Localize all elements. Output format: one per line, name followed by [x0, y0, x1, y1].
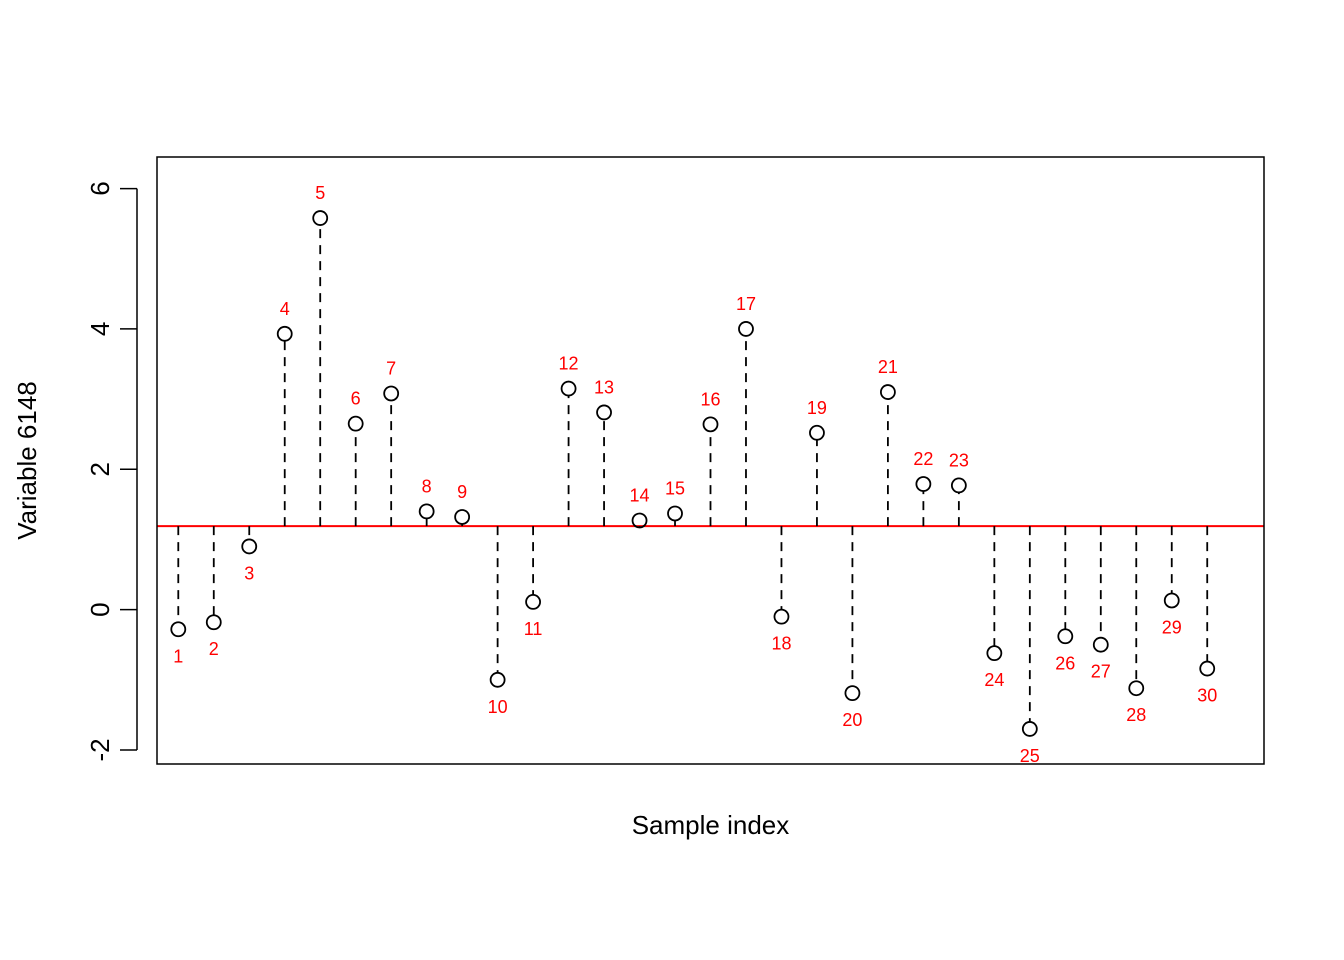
y-tick-label: 4 [85, 322, 115, 336]
point-label: 1 [173, 646, 183, 666]
data-point [631, 512, 648, 529]
point-label: 7 [386, 358, 396, 378]
data-point [1057, 628, 1074, 645]
y-axis: -2 0 2 4 6 [85, 181, 138, 762]
point-label: 11 [524, 619, 543, 639]
point-label: 9 [457, 482, 467, 502]
point-label: 16 [700, 389, 720, 409]
data-point [312, 210, 329, 226]
data-point [1163, 592, 1180, 609]
y-tick-label: 6 [85, 181, 115, 195]
plot-frame [156, 156, 1265, 765]
point-label: 27 [1091, 662, 1111, 682]
point-label: 6 [351, 389, 361, 409]
data-point [915, 476, 932, 492]
data-point [276, 325, 293, 342]
data-point [489, 671, 506, 688]
point-label: 29 [1162, 617, 1182, 637]
point-label: 23 [949, 450, 969, 470]
data-point [241, 538, 258, 555]
data-point [596, 404, 612, 421]
point-label: 13 [594, 377, 614, 397]
point-label: 28 [1126, 705, 1146, 725]
point-label: 15 [665, 478, 685, 498]
point-label: 24 [984, 670, 1004, 690]
point-label: 8 [422, 476, 432, 496]
data-point [1199, 660, 1216, 677]
data-point [560, 380, 577, 397]
data-point [454, 509, 471, 525]
point-label: 19 [807, 398, 827, 418]
point-label: 17 [736, 294, 756, 314]
y-tick-label: 0 [85, 602, 115, 616]
data-point [667, 505, 683, 522]
point-label: 12 [559, 354, 579, 374]
data-point [950, 477, 967, 494]
point-label: 18 [771, 634, 791, 654]
data-point [383, 385, 400, 402]
data-point [1128, 680, 1145, 697]
data-point [1021, 721, 1038, 737]
point-label: 25 [1020, 746, 1040, 766]
data-point [809, 424, 825, 441]
data-point [738, 321, 754, 337]
data-point [880, 384, 896, 400]
data-point [844, 685, 861, 702]
point-label: 3 [244, 563, 254, 583]
point-label: 2 [209, 639, 219, 659]
x-axis-label: Sample index [632, 810, 790, 840]
y-axis-label: Variable 6148 [12, 381, 42, 540]
data-point [1092, 636, 1109, 653]
point-label: 14 [630, 485, 650, 505]
data-point [170, 621, 187, 638]
data-point [418, 503, 435, 520]
points-layer [170, 210, 1216, 737]
point-label: 30 [1197, 686, 1217, 706]
point-label: 5 [315, 183, 325, 203]
point-label: 20 [842, 710, 862, 730]
point-label: 4 [280, 299, 290, 319]
data-point [986, 645, 1003, 662]
y-tick-label: 2 [85, 462, 115, 476]
data-point [773, 608, 790, 625]
data-point [347, 415, 364, 432]
point-label: 10 [488, 697, 508, 717]
point-label: 22 [913, 449, 933, 469]
y-tick-label: -2 [85, 738, 115, 761]
point-label: 21 [878, 357, 898, 377]
stems-layer [177, 225, 1209, 722]
data-point [525, 593, 541, 610]
data-point [702, 416, 719, 433]
data-point [205, 614, 222, 631]
point-label: 26 [1055, 653, 1075, 673]
